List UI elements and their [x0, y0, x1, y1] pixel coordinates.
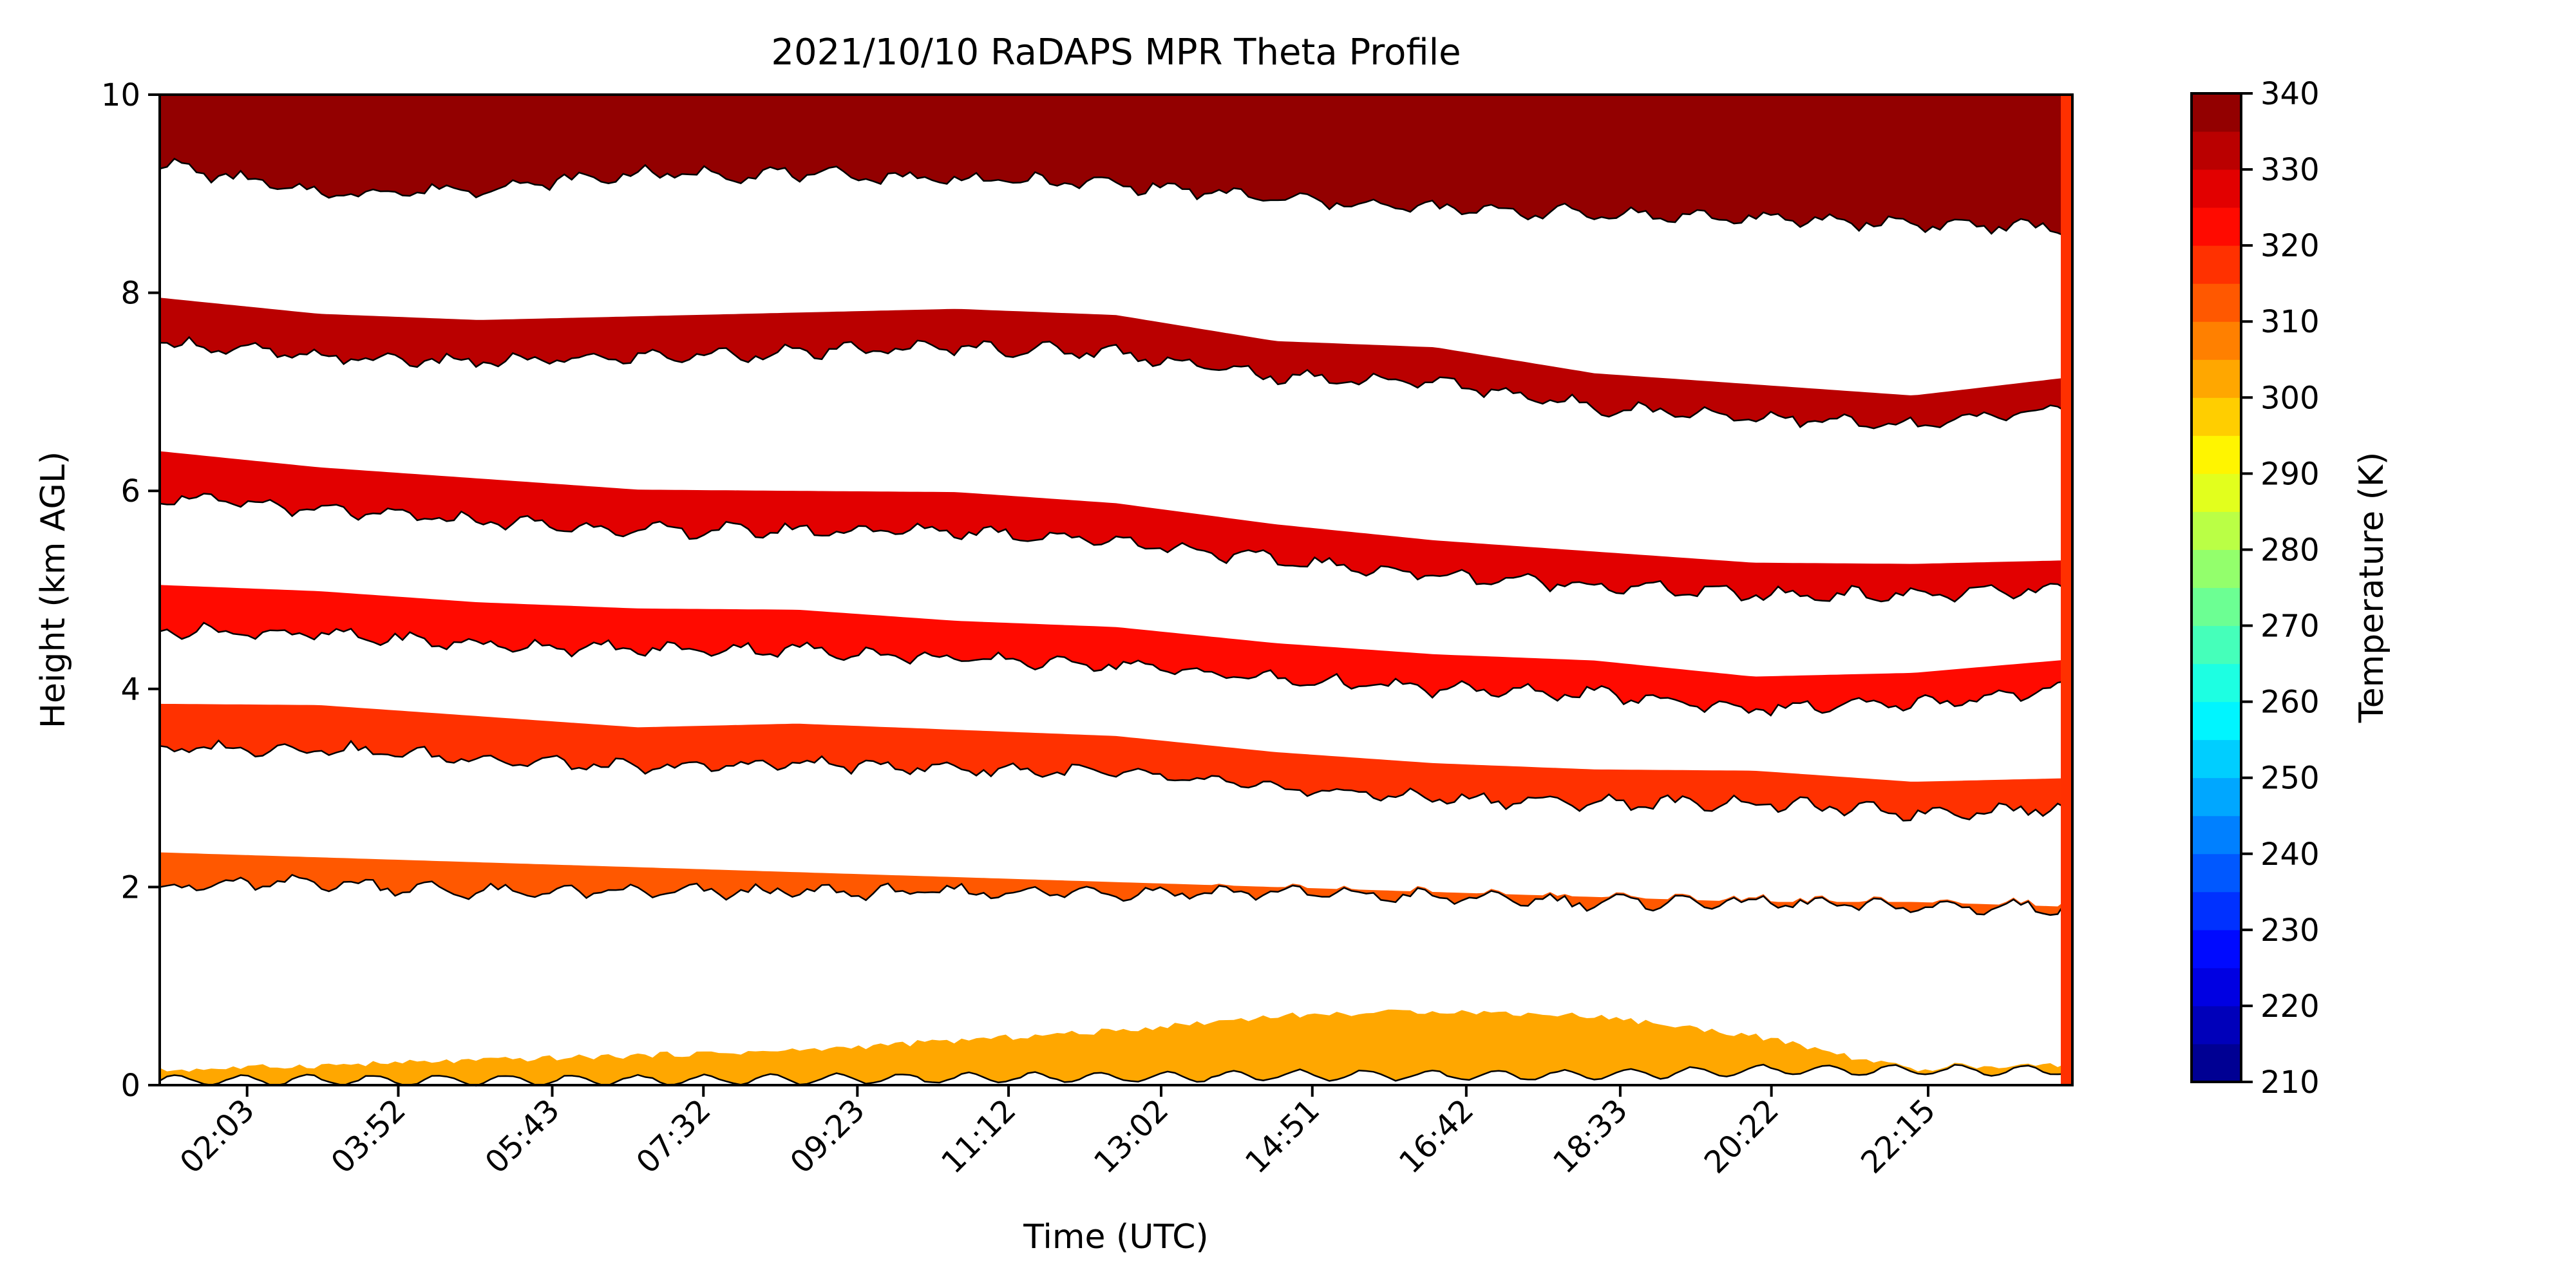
colorbar-cell — [2192, 739, 2241, 779]
colorbar-cell — [2192, 397, 2241, 436]
colorbar-cell — [2192, 207, 2241, 246]
y-tick-label: 8 — [120, 276, 140, 312]
contour-line-330 — [159, 336, 2073, 430]
colorbar-label: Temperature (K) — [2353, 452, 2391, 724]
colorbar-cell — [2192, 245, 2241, 284]
contour-line-335 — [159, 157, 2073, 237]
colorbar-cell — [2192, 587, 2241, 627]
y-axis-label: Height (km AGL) — [34, 451, 73, 728]
contour-line-325 — [159, 493, 2073, 603]
contour-band-300 — [160, 1009, 2072, 1086]
colorbar-cell — [2192, 815, 2241, 855]
colorbar-tick-label: 230 — [2260, 913, 2320, 949]
colorbar-cell — [2192, 891, 2241, 931]
y-axis: 0 2 4 6 8 10 — [101, 77, 160, 1104]
colorbar-cell — [2192, 321, 2241, 360]
y-tick-label: 0 — [120, 1068, 140, 1104]
colorbar-tick-label: 240 — [2260, 837, 2320, 873]
colorbar-tick-label: 260 — [2260, 685, 2320, 721]
colorbar-cell — [2192, 511, 2241, 550]
colorbar-tick-label: 300 — [2260, 380, 2320, 416]
colorbar-tick-label: 310 — [2260, 304, 2320, 340]
colorbar-tick-label: 220 — [2260, 989, 2320, 1025]
colorbar-cell — [2192, 549, 2241, 588]
colorbar-cell — [2192, 663, 2241, 703]
y-tick-label: 4 — [120, 672, 140, 708]
colorbar-tick-label: 250 — [2260, 761, 2320, 797]
colorbar-tick-label: 320 — [2260, 228, 2320, 264]
contour-band-330 — [160, 298, 2072, 429]
colorbar-cell — [2192, 625, 2241, 665]
colorbar-cell — [2192, 359, 2241, 398]
colorbar-cell — [2192, 967, 2241, 1007]
colorbar-cell — [2192, 929, 2241, 969]
plot-frame — [158, 93, 2074, 1086]
colorbar-cell — [2192, 169, 2241, 208]
colorbar-cell — [2192, 853, 2241, 893]
contour-band-325 — [160, 451, 2072, 602]
colorbar-tick-label: 280 — [2260, 532, 2320, 568]
contour-bands — [159, 95, 2073, 1087]
colorbar-tick-label: 330 — [2260, 152, 2320, 188]
colorbar-ticks: 210 220 230 240 250 260 270 280 290 300 310 320 330 3… — [2241, 76, 2320, 1101]
colorbar-cell — [2192, 131, 2241, 170]
plot-area — [158, 93, 2074, 1087]
chart-title: 2021/10/10 RaDAPS MPR Theta Profile — [771, 32, 1461, 73]
right-edge-strip — [2061, 95, 2072, 1085]
x-axis-label: Time (UTC) — [1023, 1218, 1208, 1256]
colorbar-cells — [2192, 93, 2241, 1083]
colorbar-frame — [2190, 92, 2242, 1083]
colorbar-tick-label: 290 — [2260, 456, 2320, 492]
y-tick-label: 2 — [120, 869, 140, 905]
colorbar-cell — [2192, 1005, 2241, 1045]
colorbar-tick-label: 270 — [2260, 609, 2320, 645]
y-tick-label: 6 — [120, 473, 140, 509]
colorbar-cell — [2192, 283, 2241, 322]
colorbar-cell — [2192, 435, 2241, 474]
colorbar-cell — [2192, 701, 2241, 741]
colorbar-cell — [2192, 473, 2241, 512]
colorbar-cell — [2192, 1043, 2241, 1083]
contour-line-315 — [159, 739, 2073, 822]
y-tick-label: 10 — [101, 77, 140, 113]
colorbar-tick-label: 210 — [2260, 1065, 2320, 1101]
contour-band-320 — [160, 585, 2072, 715]
contour-band-335 — [160, 95, 2072, 236]
colorbar-tick-label: 340 — [2260, 76, 2320, 112]
contour-line-310 — [159, 874, 2073, 916]
contour-band-315 — [160, 703, 2072, 821]
colorbar-cell — [2192, 93, 2241, 132]
colorbar-cell — [2192, 777, 2241, 817]
contour-band-310 — [160, 852, 2072, 915]
contour-line-320 — [159, 621, 2073, 717]
colorbar: 210 220 230 240 250 260 270 280 290 300 310 320 330 3… — [2190, 76, 2391, 1101]
